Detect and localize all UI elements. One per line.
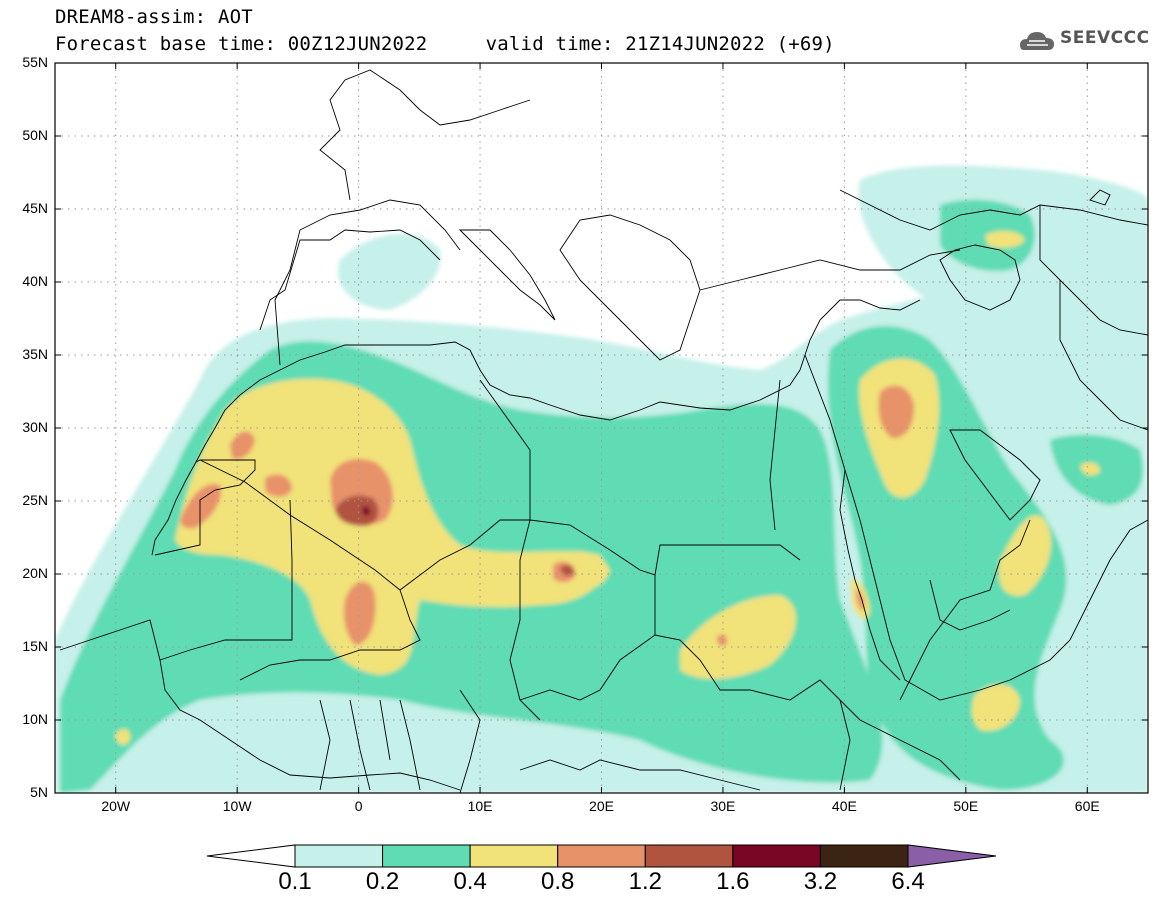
latitude-label: 50N bbox=[22, 127, 48, 143]
latitude-label: 35N bbox=[22, 346, 48, 362]
latitude-label: 5N bbox=[30, 784, 48, 800]
longitude-label: 10W bbox=[222, 798, 252, 814]
colorbar-label: 0.2 bbox=[365, 868, 400, 895]
latitude-label: 15N bbox=[22, 638, 48, 654]
colorbar-label: 1.6 bbox=[716, 868, 750, 895]
latitude-label: 45N bbox=[22, 200, 48, 216]
forecast-time-line: Forecast base time: 00Z12JUN2022 valid t… bbox=[55, 33, 835, 55]
colorbar-swatch bbox=[732, 844, 821, 868]
longitude-label: 0 bbox=[354, 798, 363, 814]
colorbar-swatch bbox=[469, 844, 559, 868]
aot-level-1.2 bbox=[335, 495, 574, 576]
longitude-label: 20E bbox=[589, 798, 614, 814]
colorbar-swatch bbox=[382, 844, 471, 868]
latitude-label: 55N bbox=[22, 54, 48, 70]
latitude-label: 40N bbox=[22, 273, 48, 289]
colorbar-swatch bbox=[294, 844, 384, 868]
longitude-label: 60E bbox=[1074, 798, 1100, 814]
aot-level-0.4 bbox=[115, 230, 1100, 745]
latitude-label: 10N bbox=[22, 711, 48, 727]
latitude-label: 20N bbox=[22, 565, 48, 581]
longitude-label: 40E bbox=[831, 798, 857, 814]
cloud-icon bbox=[1020, 32, 1054, 50]
latitude-label: 30N bbox=[22, 419, 48, 435]
colorbar-swatch bbox=[644, 844, 734, 868]
colorbar-label: 0.1 bbox=[278, 868, 312, 895]
coastlines-and-borders bbox=[59, 69, 1148, 793]
colorbar-swatch bbox=[819, 844, 909, 868]
longitude-label: 50E bbox=[953, 798, 979, 814]
colorbar-label: 1.2 bbox=[628, 868, 662, 895]
longitude-label: 30E bbox=[710, 798, 736, 814]
colorbar-label: 0.4 bbox=[453, 868, 487, 895]
longitude-label: 20W bbox=[101, 798, 131, 814]
map-title: DREAM8-assim: AOT bbox=[55, 6, 253, 28]
colorbar-swatch bbox=[557, 844, 646, 868]
colorbar-over-arrow bbox=[907, 844, 997, 868]
latitude-label: 25N bbox=[22, 492, 48, 508]
colorbar-label: 6.4 bbox=[891, 868, 925, 895]
axis-ticks bbox=[55, 62, 1148, 794]
colorbar-under-arrow bbox=[206, 844, 296, 868]
colorbar-label: 0.8 bbox=[541, 868, 575, 895]
logo-text: SEEVCCC bbox=[1060, 28, 1150, 48]
aot-level-1.6 bbox=[362, 506, 371, 516]
colorbar-label: 3.2 bbox=[803, 868, 838, 895]
longitude-label: 10E bbox=[467, 798, 493, 814]
lat-lon-grid bbox=[55, 63, 1148, 793]
